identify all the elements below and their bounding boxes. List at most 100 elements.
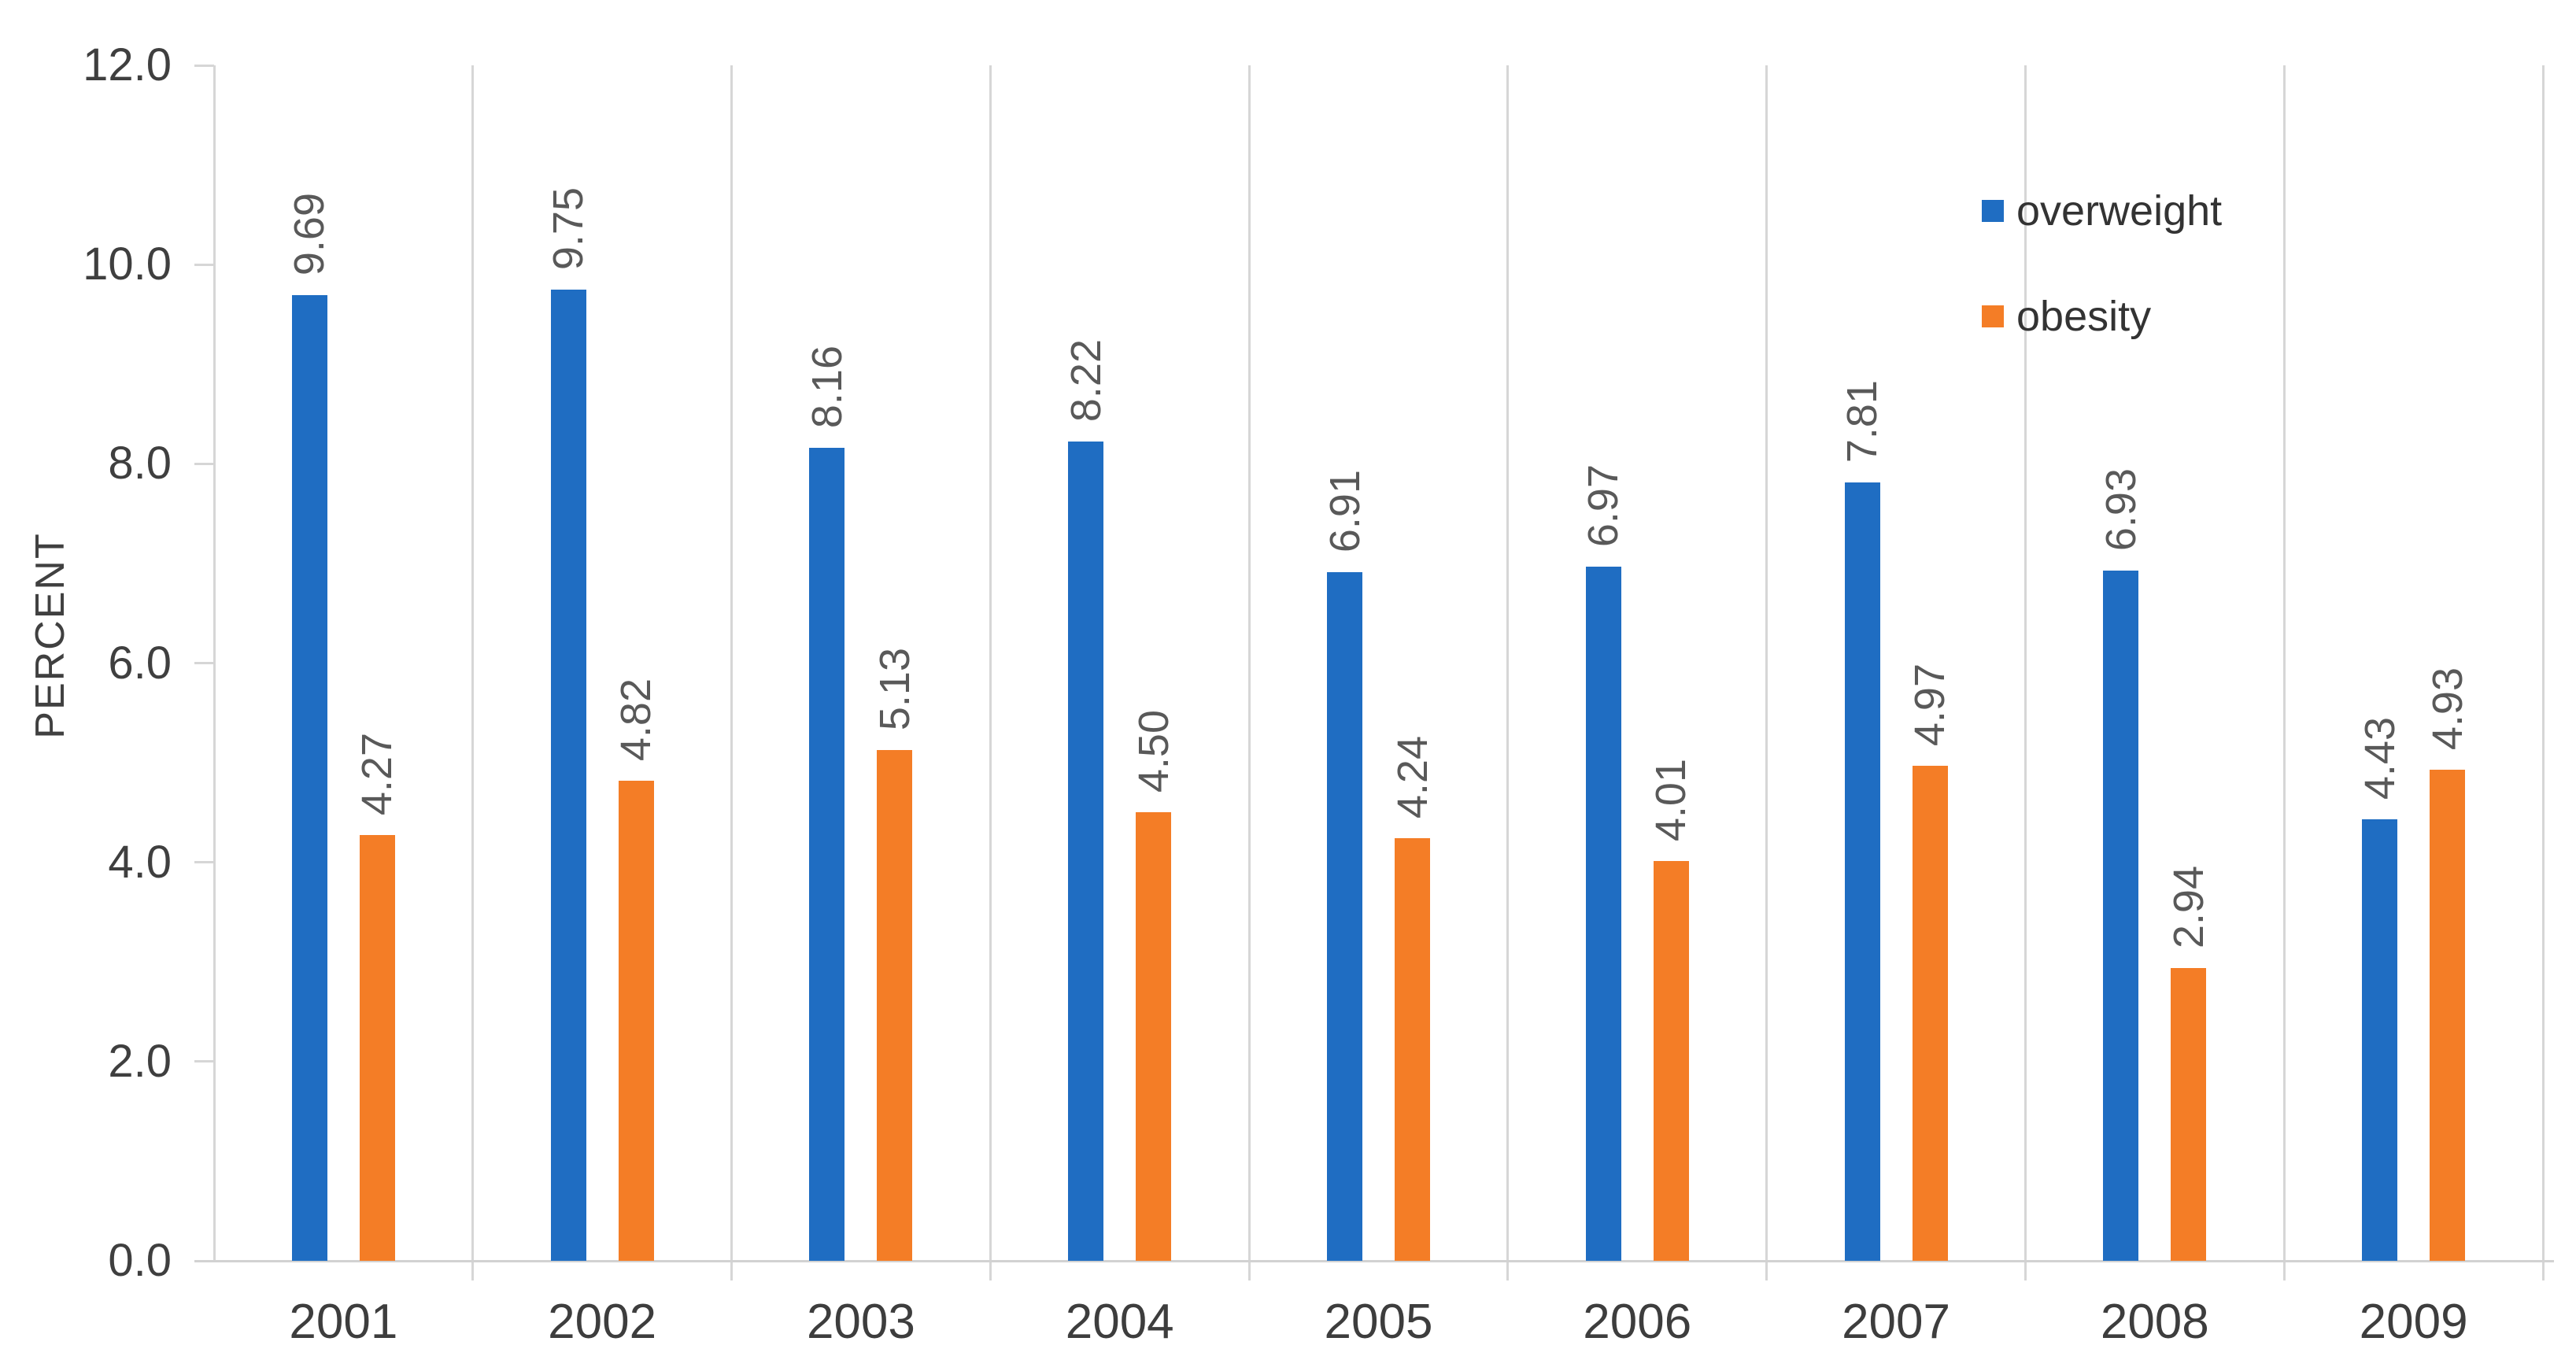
category-gridline xyxy=(730,65,734,1261)
data-label-text: 8.16 xyxy=(803,345,851,429)
data-label-obesity-2002: 4.82 xyxy=(612,678,660,765)
x-tick-mark xyxy=(471,1261,475,1280)
data-label-overweight-2008: 6.93 xyxy=(2097,468,2145,555)
data-label-overweight-2006: 6.97 xyxy=(1579,464,1628,551)
data-label-obesity-2006: 4.01 xyxy=(1646,759,1695,845)
category-gridline xyxy=(1506,65,1510,1261)
data-label-overweight-2005: 6.91 xyxy=(1321,470,1369,556)
x-category-label-2006: 2006 xyxy=(1583,1295,1692,1349)
category-gridline xyxy=(1247,65,1251,1261)
data-label-text: 4.24 xyxy=(1388,736,1436,819)
data-label-text: 6.97 xyxy=(1580,464,1628,547)
category-gridline xyxy=(989,65,992,1261)
x-tick-mark xyxy=(1247,1261,1251,1280)
data-label-overweight-2009: 4.43 xyxy=(2356,717,2404,804)
y-tick-mark xyxy=(194,462,214,465)
data-label-obesity-2003: 5.13 xyxy=(870,648,919,734)
data-label-text: 9.75 xyxy=(545,187,593,270)
data-label-overweight-2003: 8.16 xyxy=(803,346,852,432)
bar-overweight-2003 xyxy=(809,448,845,1261)
bar-obesity-2004 xyxy=(1136,812,1172,1261)
data-label-text: 5.13 xyxy=(870,647,918,730)
data-label-obesity-2001: 4.27 xyxy=(353,733,401,819)
data-label-text: 4.01 xyxy=(1647,759,1695,842)
data-label-text: 6.91 xyxy=(1321,470,1369,553)
bar-obesity-2009 xyxy=(2430,769,2466,1261)
y-tick-label: 6.0 xyxy=(108,637,172,689)
legend: overweight obesity xyxy=(1982,183,2222,394)
data-label-text: 4.93 xyxy=(2423,667,2471,750)
legend-item-obesity: obesity xyxy=(1982,288,2222,345)
category-gridline xyxy=(471,65,475,1261)
data-label-obesity-2009: 4.93 xyxy=(2423,667,2472,754)
y-tick-mark xyxy=(194,861,214,864)
x-category-label-2002: 2002 xyxy=(548,1295,657,1349)
legend-label-overweight: overweight xyxy=(2016,187,2223,235)
x-tick-mark xyxy=(2541,1261,2545,1280)
legend-item-overweight: overweight xyxy=(1982,183,2222,239)
data-label-text: 6.93 xyxy=(2097,467,2145,551)
legend-swatch-overweight xyxy=(1982,200,2004,222)
x-tick-mark xyxy=(730,1261,734,1280)
legend-swatch-obesity xyxy=(1982,305,2004,327)
bar-overweight-2005 xyxy=(1327,572,1362,1261)
bar-overweight-2002 xyxy=(550,289,586,1261)
data-label-text: 7.81 xyxy=(1839,380,1887,464)
x-category-label-2001: 2001 xyxy=(289,1295,398,1349)
x-category-label-2004: 2004 xyxy=(1065,1295,1174,1349)
data-label-text: 9.69 xyxy=(286,193,334,276)
data-label-obesity-2004: 4.50 xyxy=(1129,710,1178,796)
x-tick-mark xyxy=(2282,1261,2286,1280)
x-category-label-2008: 2008 xyxy=(2100,1295,2209,1349)
y-tick-mark xyxy=(194,1060,214,1063)
legend-label-obesity: obesity xyxy=(2016,293,2152,340)
x-category-label-2003: 2003 xyxy=(806,1295,915,1349)
x-tick-mark xyxy=(1765,1261,1768,1280)
data-label-text: 4.82 xyxy=(612,678,660,761)
bar-obesity-2001 xyxy=(359,835,395,1261)
y-tick-label: 12.0 xyxy=(83,39,172,91)
data-label-overweight-2002: 9.75 xyxy=(544,187,593,274)
x-tick-mark xyxy=(1506,1261,1510,1280)
bar-overweight-2001 xyxy=(291,295,327,1261)
category-gridline xyxy=(2541,65,2545,1261)
category-gridline xyxy=(2282,65,2286,1261)
y-tick-label: 2.0 xyxy=(108,1035,172,1087)
bar-obesity-2002 xyxy=(618,780,654,1261)
y-tick-mark xyxy=(194,64,214,67)
bar-overweight-2008 xyxy=(2103,570,2139,1261)
category-gridline xyxy=(2023,65,2027,1261)
y-tick-mark xyxy=(194,263,214,266)
bar-obesity-2007 xyxy=(1912,765,1948,1261)
y-tick-label: 8.0 xyxy=(108,438,172,490)
data-label-obesity-2005: 4.24 xyxy=(1388,736,1437,822)
data-label-obesity-2007: 4.97 xyxy=(1905,663,1954,750)
bar-obesity-2006 xyxy=(1653,861,1689,1261)
data-label-text: 4.27 xyxy=(353,733,401,816)
data-label-text: 2.94 xyxy=(2164,865,2212,948)
data-label-overweight-2001: 9.69 xyxy=(285,193,334,279)
y-tick-label: 10.0 xyxy=(83,238,172,290)
data-label-overweight-2004: 8.22 xyxy=(1062,339,1111,426)
bar-obesity-2003 xyxy=(877,749,913,1261)
y-axis-line xyxy=(213,65,216,1261)
x-category-label-2007: 2007 xyxy=(1842,1295,1950,1349)
data-label-obesity-2008: 2.94 xyxy=(2164,866,2213,952)
bar-obesity-2005 xyxy=(1395,838,1430,1261)
bar-overweight-2007 xyxy=(1844,482,1880,1261)
bar-obesity-2008 xyxy=(2171,967,2207,1261)
x-axis-line xyxy=(194,1259,2554,1262)
x-tick-mark xyxy=(989,1261,992,1280)
x-category-label-2005: 2005 xyxy=(1324,1295,1433,1349)
data-label-text: 8.22 xyxy=(1062,339,1110,423)
data-label-text: 4.97 xyxy=(1906,663,1954,746)
y-tick-label: 0.0 xyxy=(108,1235,172,1286)
bar-overweight-2004 xyxy=(1068,442,1104,1261)
y-axis-title: PERCENT xyxy=(28,532,73,739)
data-label-text: 4.50 xyxy=(1129,710,1177,793)
y-tick-mark xyxy=(194,662,214,664)
x-tick-mark xyxy=(2023,1261,2027,1280)
bar-overweight-2009 xyxy=(2362,819,2398,1261)
y-tick-label: 4.0 xyxy=(108,836,172,888)
